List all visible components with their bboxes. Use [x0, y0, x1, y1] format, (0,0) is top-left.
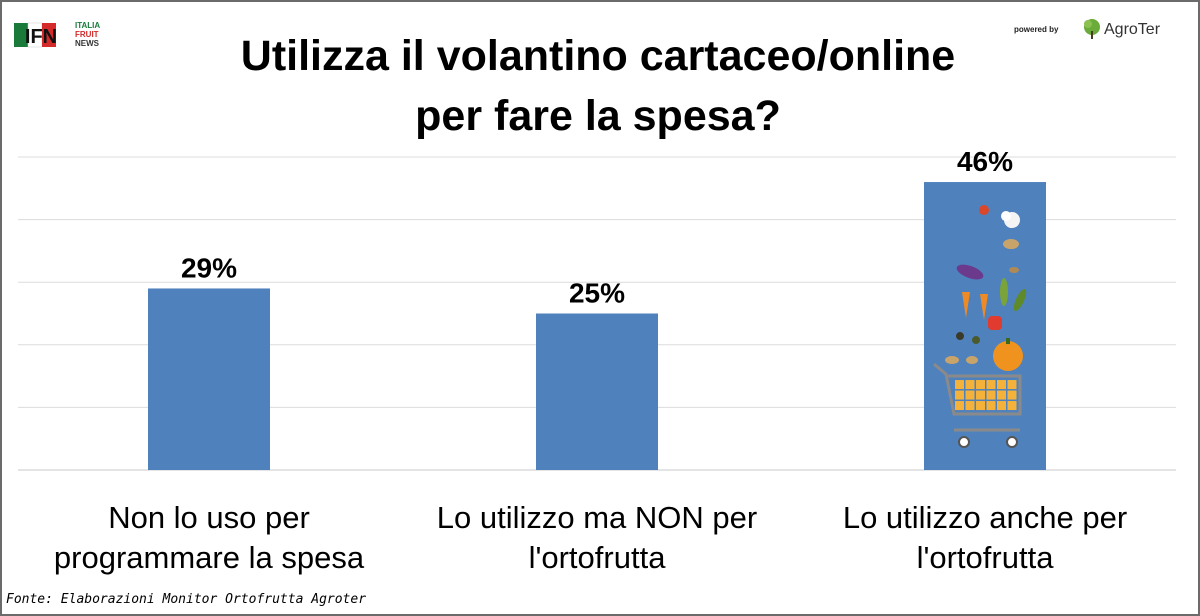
category-label-line: programmare la spesa — [53, 540, 365, 575]
bar — [148, 288, 270, 470]
powered-by-text: powered by — [1014, 25, 1059, 34]
ifn-logo-line1: ITALIA — [75, 21, 100, 30]
category-label: Lo utilizzo anche per l'ortofrutta — [805, 498, 1165, 578]
category-label-line: Lo utilizzo anche per — [842, 500, 1128, 535]
category-label: Lo utilizzo ma NON per l'ortofrutta — [417, 498, 777, 578]
ifn-logo-mark: IFN — [25, 26, 57, 48]
data-labels: 29% 25% 46% — [181, 146, 1013, 308]
chart-title-line2: per fare la spesa? — [415, 92, 781, 140]
data-label: 25% — [569, 278, 625, 309]
shopping-cart-vegetables-icon — [933, 205, 1027, 449]
agroter-tree-icon — [1084, 19, 1100, 39]
data-label: 46% — [957, 146, 1013, 177]
agroter-name: AgroTer — [1104, 21, 1161, 38]
data-label: 29% — [181, 252, 237, 283]
agroter-logo: powered by AgroTer — [1014, 19, 1161, 39]
category-label-line: l'ortofrutta — [916, 540, 1054, 575]
category-label: Non lo uso per programmare la spesa — [29, 498, 389, 578]
ifn-logo-line2: FRUIT — [75, 30, 99, 39]
chart-title-line1: Utilizza il volantino cartaceo/online — [240, 32, 956, 80]
bar — [924, 182, 1046, 471]
bar — [536, 313, 658, 470]
category-label-line: Non lo uso per — [108, 500, 310, 535]
bars — [148, 182, 1046, 471]
ifn-logo: IFN ITALIA FRUIT NEWS — [14, 20, 118, 48]
ifn-logo-line3: NEWS — [75, 39, 100, 48]
category-label-line: Lo utilizzo ma NON per — [436, 500, 758, 535]
category-label-line: l'ortofrutta — [528, 540, 666, 575]
source-note: Fonte: Elaborazioni Monitor Ortofrutta A… — [6, 592, 367, 607]
chart-title: Utilizza il volantino cartaceo/online pe… — [0, 26, 1196, 146]
